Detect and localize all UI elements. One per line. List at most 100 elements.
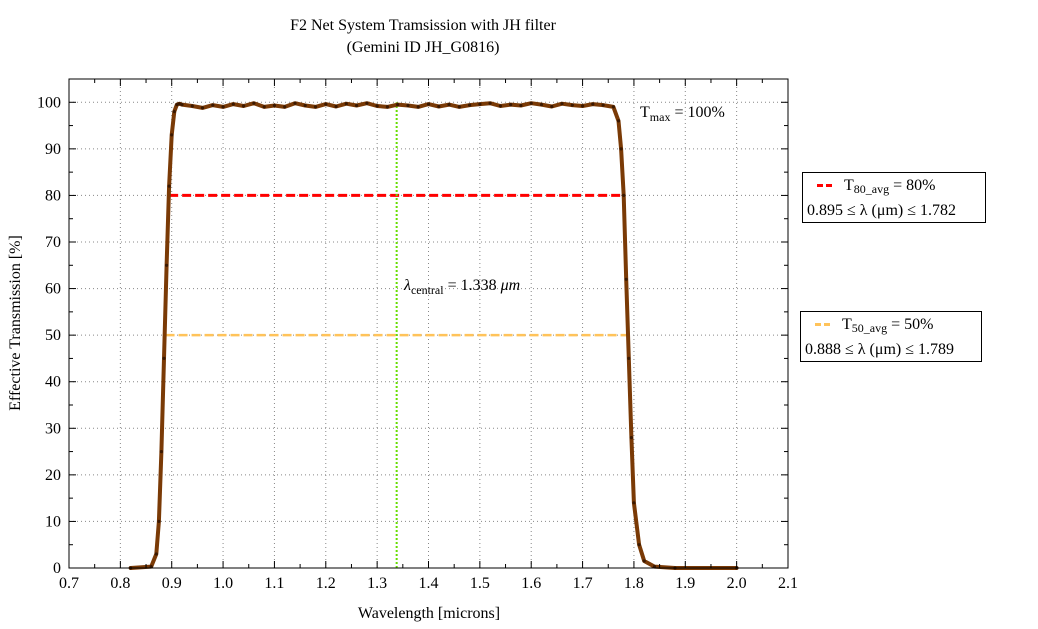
legend-swatch-t50 <box>815 322 830 326</box>
data-point <box>488 101 492 105</box>
y-tick-label: 80 <box>45 187 61 204</box>
data-point <box>262 105 266 109</box>
x-tick-label: 1.6 <box>521 575 541 592</box>
y-tick-label: 60 <box>45 281 61 298</box>
legend-swatch-t80 <box>817 183 832 187</box>
data-point <box>221 105 225 109</box>
data-point <box>303 103 307 108</box>
data-point <box>177 102 181 106</box>
data-point <box>324 102 328 106</box>
data-point <box>396 103 400 107</box>
y-tick-label: 50 <box>45 327 61 344</box>
data-point <box>165 263 169 267</box>
x-tick-label: 1.8 <box>624 575 644 592</box>
data-point <box>570 103 574 107</box>
data-point <box>355 103 359 108</box>
legend-entry-t50: T50_avg = 50% 0.888 ≤ λ (μm) ≤ 1.789 <box>800 311 982 362</box>
data-point <box>242 104 246 108</box>
data-point <box>167 184 171 188</box>
data-point <box>200 106 205 110</box>
reference-lines <box>165 102 629 568</box>
x-tick-label: 1.3 <box>367 575 387 592</box>
data-point <box>652 565 657 569</box>
legend-entry-t80: T80_avg = 80% 0.895 ≤ λ (μm) ≤ 1.782 <box>802 172 986 223</box>
data-point <box>519 103 523 108</box>
data-point <box>159 450 163 454</box>
data-point <box>157 519 161 524</box>
data-point <box>180 103 184 107</box>
data-point <box>344 102 348 106</box>
data-point <box>627 356 631 360</box>
data-point <box>175 103 179 107</box>
data-point <box>529 101 533 105</box>
data-point <box>624 277 628 281</box>
data-point <box>334 104 338 109</box>
data-point <box>252 101 256 105</box>
data-point <box>211 103 215 107</box>
y-tick-label: 30 <box>45 420 61 437</box>
axis-ticks: 0.7 0.8 0.9 1.0 1.1 1.2 1.3 1.4 1.5 1.6 1.7 1.8 1.9 2… <box>37 78 798 592</box>
y-tick-label: 0 <box>53 560 61 577</box>
x-tick-label: 0.7 <box>59 575 79 592</box>
y-tick-label: 40 <box>45 374 61 391</box>
x-tick-label: 1.9 <box>675 575 695 592</box>
data-point <box>642 559 646 563</box>
data-point <box>539 103 544 107</box>
data-point <box>426 102 431 106</box>
x-axis-label: Wavelength [microns] <box>358 605 500 622</box>
data-point <box>283 105 287 109</box>
data-point <box>385 105 389 109</box>
data-point <box>601 103 605 107</box>
chart-subtitle: (Gemini ID JH_G0816) <box>346 39 500 56</box>
central-wavelength-annotation: λcentral = 1.338 μm <box>403 277 520 297</box>
data-point <box>560 102 564 106</box>
legend-range-t80: 0.895 ≤ λ (μm) ≤ 1.782 <box>807 202 956 219</box>
y-tick-label: 90 <box>45 141 61 158</box>
data-point <box>416 105 420 109</box>
data-point <box>293 101 297 105</box>
x-tick-label: 1.0 <box>213 575 233 592</box>
data-point <box>498 104 502 108</box>
data-point <box>457 105 461 109</box>
data-point <box>619 147 623 151</box>
data-point <box>170 133 174 137</box>
x-tick-label: 0.8 <box>110 575 130 592</box>
grid-lines <box>69 79 788 568</box>
data-point <box>591 102 595 106</box>
legend-label-t50: T50_avg = 50% <box>842 316 934 335</box>
data-point <box>313 105 318 109</box>
x-tick-label: 0.9 <box>162 575 182 592</box>
x-tick-label: 2.0 <box>727 575 747 592</box>
data-point <box>632 501 636 505</box>
data-point <box>162 356 166 360</box>
chart-title: F2 Net System Tramsission with JH filter <box>290 17 556 34</box>
data-point <box>190 104 194 108</box>
x-tick-label: 1.1 <box>264 575 284 592</box>
data-point <box>550 104 554 109</box>
data-point <box>468 103 472 107</box>
data-point <box>478 102 482 106</box>
x-tick-label: 1.2 <box>316 575 336 592</box>
data-point <box>149 565 153 569</box>
y-tick-label: 10 <box>45 513 61 530</box>
data-point <box>637 543 641 547</box>
data-point <box>447 103 451 107</box>
x-tick-label: 2.1 <box>778 575 798 592</box>
data-point <box>154 552 158 556</box>
y-tick-label: 100 <box>37 94 61 111</box>
y-tick-label: 20 <box>45 467 61 484</box>
data-point <box>231 102 235 106</box>
data-point <box>437 104 441 109</box>
data-point <box>611 105 616 109</box>
data-point <box>375 104 379 108</box>
data-point <box>622 193 626 197</box>
x-tick-label: 1.5 <box>470 575 490 592</box>
data-point <box>172 110 176 114</box>
data-point <box>509 103 513 107</box>
data-point <box>272 103 276 108</box>
x-tick-label: 1.4 <box>419 575 439 592</box>
data-point <box>406 103 410 108</box>
y-axis-label: Effective Transmission [%] <box>7 235 24 411</box>
legend-range-t50: 0.888 ≤ λ (μm) ≤ 1.789 <box>805 341 954 358</box>
